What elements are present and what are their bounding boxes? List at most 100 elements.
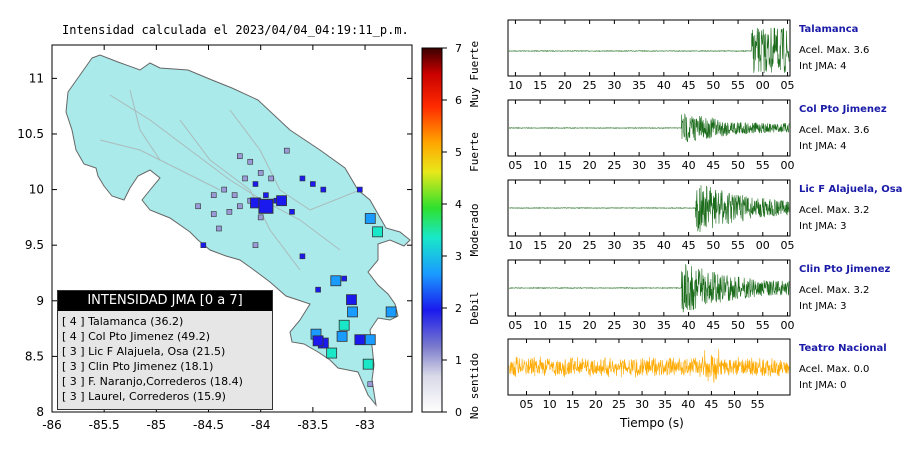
trace-panel: 10 15 20 25 30 35 40 45 50 55 00 05 <box>507 179 795 252</box>
station-marker <box>210 192 217 198</box>
trace-tick-label: 15 <box>566 398 580 411</box>
trace-tick-label: 30 <box>607 239 621 252</box>
jma-intensity: Int JMA: 0 <box>799 380 847 391</box>
trace-tick-label: 15 <box>558 159 572 172</box>
trace-tick-label: 40 <box>682 319 696 332</box>
station-marker-large <box>364 334 376 346</box>
station-marker <box>357 186 363 193</box>
map-x-tick-label: -84 <box>251 418 271 432</box>
trace-waveform <box>508 27 790 74</box>
trace-tick-label: 20 <box>558 239 572 252</box>
legend-title: INTENSIDAD JMA [0 a 7] <box>58 291 272 311</box>
trace-tick-label: 50 <box>731 159 745 172</box>
trace-tick-label: 40 <box>682 159 696 172</box>
trace-tick-label: 55 <box>756 319 770 332</box>
jma-intensity: Int JMA: 4 <box>799 61 847 72</box>
trace-tick-label: 10 <box>533 319 547 332</box>
station-marker-large <box>276 195 287 207</box>
trace-waveform <box>508 349 790 383</box>
trace-tick-label: 30 <box>632 319 646 332</box>
jma-intensity: Int JMA: 4 <box>799 141 847 152</box>
trace-tick-label: 10 <box>508 79 522 92</box>
map-y-tick-label: 11 <box>29 71 44 85</box>
trace-tick-label: 35 <box>657 319 671 332</box>
colorbar-tick-label: 4 <box>455 198 462 211</box>
station-marker-large <box>258 198 274 214</box>
trace-tick-label: 45 <box>706 159 720 172</box>
trace-tick-label: 40 <box>657 79 671 92</box>
map-title: Intensidad calculada el 2023/04/04_04:19… <box>62 23 409 37</box>
trace-tick-label: 25 <box>607 319 621 332</box>
major-stations <box>250 195 397 370</box>
station-marker <box>231 192 238 198</box>
station-marker <box>263 192 269 198</box>
trace-tick-label: 20 <box>589 398 603 411</box>
station-marker <box>341 275 347 282</box>
trace-tick-label: 55 <box>756 159 770 172</box>
station-marker <box>283 147 290 154</box>
jma-intensity: Int JMA: 3 <box>799 221 847 232</box>
station-marker <box>268 175 274 182</box>
station-marker <box>242 175 248 182</box>
station-marker-large <box>364 213 376 224</box>
station-marker <box>315 286 321 293</box>
trace-tick-label: 55 <box>751 398 765 411</box>
station-marker <box>257 170 264 176</box>
peak-acceleration: Acel. Max. 3.2 <box>799 205 870 216</box>
trace-panel: 05 10 15 20 25 30 35 40 45 50 55 00 <box>507 259 795 332</box>
station-marker-large <box>346 294 357 306</box>
map-y-tick-label: 10.5 <box>17 127 44 141</box>
trace-waveform <box>508 113 790 143</box>
trace-tick-label: 25 <box>607 159 621 172</box>
station-marker <box>252 242 259 248</box>
station-marker-large <box>362 358 374 370</box>
trace-info: Col Pto Jimenez Acel. Max. 3.6 Int JMA: 4 <box>799 102 887 155</box>
station-marker <box>216 225 222 232</box>
map-x-tick-label: -83 <box>355 418 375 432</box>
map-x-tick-label: -83.5 <box>297 418 328 432</box>
station-marker <box>289 209 295 215</box>
legend-item: [ 3 ] Laurel, Correderos (15.9) <box>62 390 226 403</box>
colorbar-tick-label: 1 <box>455 354 462 367</box>
trace-tick-label: 55 <box>731 239 745 252</box>
colorbar-tick-label: 7 <box>455 42 462 55</box>
colorbar-ticks: 0 1 2 3 4 5 6 7 <box>442 42 462 419</box>
trace-tick-label: 15 <box>558 319 572 332</box>
road-network <box>99 89 361 271</box>
intensity-colorbar: 0 1 2 3 4 5 6 7 No sentido Debil Moderado Fuerte Mu… <box>421 41 481 419</box>
colorbar-category-label: No sentido <box>468 353 481 419</box>
map-y-tick-label: 9 <box>36 294 44 308</box>
station-marker <box>252 181 259 187</box>
station-marker-large <box>338 319 350 331</box>
map-x-tick-label: -84.5 <box>193 418 224 432</box>
station-marker <box>200 242 207 248</box>
station-marker-large <box>347 306 358 318</box>
trace-tick-label: 45 <box>682 239 696 252</box>
trace-tick-label: 00 <box>756 79 770 92</box>
intensity-legend: INTENSIDAD JMA [0 a 7] [ 4 ] Talamanca (… <box>57 290 273 410</box>
peak-acceleration: Acel. Max. 3.2 <box>799 285 870 296</box>
trace-tick-label: 00 <box>756 239 770 252</box>
colorbar-category-label: Moderado <box>468 204 481 257</box>
legend-item: [ 3 ] Clin Pto Jimenez (18.1) <box>62 360 214 373</box>
trace-info: Lic F Alajuela, Osa Acel. Max. 3.2 Int JMA… <box>799 182 902 235</box>
station-marker <box>367 381 374 387</box>
trace-tick-label: 20 <box>558 79 572 92</box>
trace-tick-label: 25 <box>612 398 626 411</box>
map-x-tick-label: -85.5 <box>89 418 120 432</box>
colorbar-category-label: Debil <box>468 291 481 324</box>
map-y-tick-label: 10 <box>29 183 44 197</box>
trace-tick-label: 20 <box>583 319 597 332</box>
map-y-tick-label: 8.5 <box>25 349 44 363</box>
costa-rica-land <box>65 54 411 407</box>
colorbar-tick-label: 2 <box>455 302 462 315</box>
map-y-ticks: 8 8.5 9 9.5 10 10.5 11 <box>17 71 412 419</box>
station-marker <box>299 253 306 260</box>
map-y-tick-label: 8 <box>36 405 44 419</box>
trace-tick-label: 25 <box>583 239 597 252</box>
station-marker-large <box>312 335 324 347</box>
station-marker-large <box>330 275 342 287</box>
station-marker-large <box>354 334 366 346</box>
trace-tick-label: 00 <box>781 159 795 172</box>
